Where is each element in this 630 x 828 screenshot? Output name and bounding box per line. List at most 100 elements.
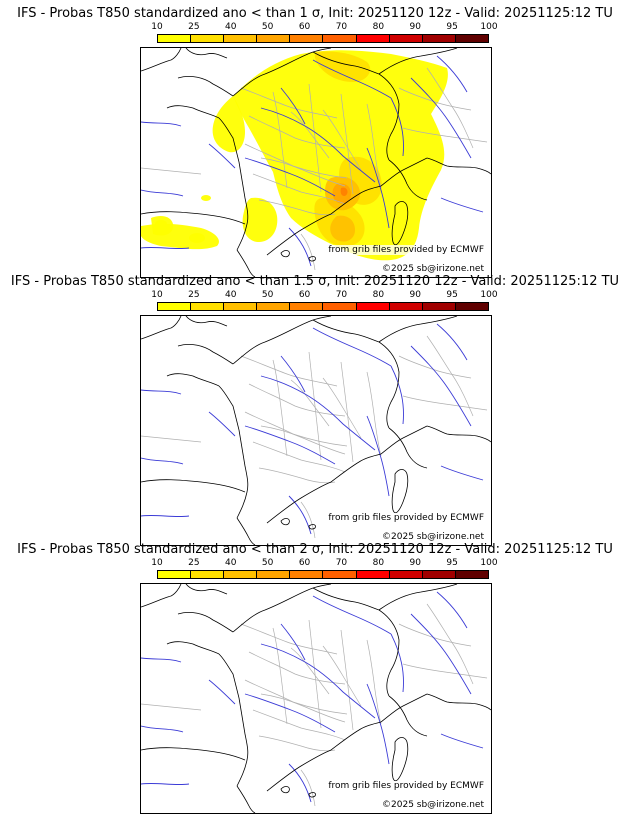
country-border: [312, 319, 380, 343]
colorbar-tick-label: 50: [261, 22, 274, 32]
coastline: [177, 344, 234, 365]
coastline: [266, 481, 332, 524]
country-border: [378, 584, 458, 611]
probability-area: [242, 197, 278, 242]
coastline: [141, 747, 246, 761]
river-line: [141, 782, 190, 786]
river-line: [288, 227, 312, 267]
colorbar-segment: [158, 571, 192, 578]
river-line: [208, 679, 236, 705]
river-line: [436, 323, 468, 361]
panel-title: IFS - Probas T850 standardized ano < tha…: [10, 274, 620, 289]
admin-boundary-line: [248, 383, 346, 417]
admin-boundary-line: [240, 355, 338, 387]
river-line: [141, 457, 184, 465]
colorbar-ticks: 10 25 40 50 60 70 80 90 95 100: [151, 290, 497, 301]
river-line: [260, 375, 376, 451]
river-line: [312, 327, 392, 367]
admin-boundary-line: [402, 395, 488, 411]
country-border: [312, 51, 380, 75]
coastline: [266, 749, 332, 792]
admin-boundary-line: [322, 645, 362, 707]
river-line: [260, 107, 376, 183]
probability-area: [189, 233, 205, 243]
colorbar-segment: [158, 303, 192, 310]
admin-boundary-line: [426, 335, 474, 417]
colorbar-segment: [389, 571, 423, 578]
admin-boundary-line: [260, 157, 346, 187]
admin-boundaries: [141, 603, 488, 807]
country-border: [378, 341, 400, 429]
coastline: [232, 316, 332, 365]
colorbar-segment: [191, 303, 225, 310]
river-line: [390, 365, 404, 425]
river-line: [436, 55, 468, 93]
island-outline: [280, 786, 290, 794]
coastlines: [141, 584, 491, 813]
colorbar-tick-label: 60: [298, 558, 311, 568]
colorbar-segment: [191, 35, 225, 42]
river-line: [280, 355, 306, 393]
island-outline: [308, 524, 316, 530]
island-outline: [308, 256, 316, 262]
admin-boundary-line: [366, 639, 382, 725]
colorbar-tick-label: 40: [225, 290, 237, 300]
admin-boundary-line: [398, 355, 472, 379]
admin-boundary-line: [258, 199, 336, 216]
colorbar-tick-label: 100: [480, 22, 498, 32]
colorbar-tick-label: 25: [188, 290, 200, 300]
copyright-text: ©2025 sb@irizone.net: [381, 800, 485, 810]
colorbar-segment: [422, 35, 456, 42]
colorbar: [157, 302, 489, 311]
probability-area: [212, 96, 245, 153]
colorbar-segment: [290, 571, 324, 578]
river-line: [141, 189, 184, 197]
river-line: [288, 763, 312, 803]
admin-boundary-line: [308, 83, 322, 193]
colorbar-segment: [158, 35, 192, 42]
river-line: [440, 465, 484, 481]
colorbar-tick-label: 50: [261, 290, 274, 300]
coastline: [236, 161, 249, 251]
colorbar-segment: [356, 35, 390, 42]
river-line: [141, 725, 184, 733]
admin-boundary-line: [308, 351, 322, 461]
colorbar-tick-label: 60: [298, 22, 311, 32]
colorbar-tick-label: 90: [409, 22, 421, 32]
island-outline: [280, 250, 290, 258]
colorbar-tick-label: 90: [409, 290, 421, 300]
colorbar-tick-label: 10: [151, 290, 163, 300]
coastline: [141, 584, 182, 608]
colorbar-segment: [455, 571, 488, 578]
probability-field: [141, 50, 448, 261]
river-line: [410, 77, 472, 159]
river-line: [141, 246, 190, 250]
colorbar-tick-label: 95: [446, 290, 458, 300]
colorbar-segment: [356, 571, 390, 578]
colorbar: [157, 570, 489, 579]
coastline: [185, 316, 228, 327]
colorbar-tick-label: 70: [335, 22, 348, 32]
colorbar-ticks: 10 25 40 50 60 70 80 90 95 100: [151, 558, 497, 569]
admin-boundary-line: [260, 425, 346, 455]
coastline: [177, 76, 234, 97]
country-border: [388, 695, 428, 737]
map-frame: from grib files provided by ECMWF ©2025 …: [140, 47, 492, 278]
admin-boundary-line: [240, 87, 338, 119]
admin-boundary-line: [402, 127, 488, 143]
coastline: [236, 429, 249, 519]
colorbar-tick-label: 100: [480, 558, 498, 568]
country-border: [378, 316, 458, 343]
river-line: [208, 411, 236, 437]
coastline: [141, 48, 182, 72]
admin-boundary-line: [252, 709, 346, 741]
copyright-text: ©2025 sb@irizone.net: [381, 264, 485, 274]
coastline: [426, 693, 491, 711]
colorbar-segment: [422, 303, 456, 310]
admin-boundary-line: [258, 467, 336, 484]
colorbar-segment: [323, 35, 357, 42]
coastline: [218, 653, 240, 699]
credit-text: from grib files provided by ECMWF: [327, 513, 485, 523]
admin-boundary-line: [141, 167, 202, 175]
river-line: [280, 87, 306, 125]
